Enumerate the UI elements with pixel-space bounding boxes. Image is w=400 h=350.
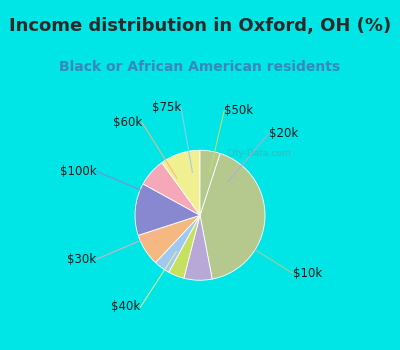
Wedge shape	[156, 215, 200, 272]
Text: $100k: $100k	[60, 165, 96, 178]
Wedge shape	[143, 163, 200, 215]
Wedge shape	[200, 153, 265, 279]
Wedge shape	[162, 150, 200, 215]
Wedge shape	[184, 215, 212, 280]
Text: $50k: $50k	[224, 105, 253, 118]
Text: $75k: $75k	[152, 101, 181, 114]
Text: $60k: $60k	[113, 116, 142, 129]
Wedge shape	[135, 184, 200, 235]
Text: $10k: $10k	[293, 267, 322, 280]
Wedge shape	[138, 215, 200, 262]
Text: City-Data.com: City-Data.com	[227, 149, 292, 158]
Text: $30k: $30k	[67, 253, 96, 266]
Text: Black or African American residents: Black or African American residents	[60, 61, 340, 75]
Wedge shape	[200, 150, 220, 215]
Text: $40k: $40k	[111, 301, 140, 314]
Text: $20k: $20k	[269, 127, 298, 140]
Wedge shape	[169, 215, 200, 278]
Text: Income distribution in Oxford, OH (%): Income distribution in Oxford, OH (%)	[9, 17, 391, 35]
